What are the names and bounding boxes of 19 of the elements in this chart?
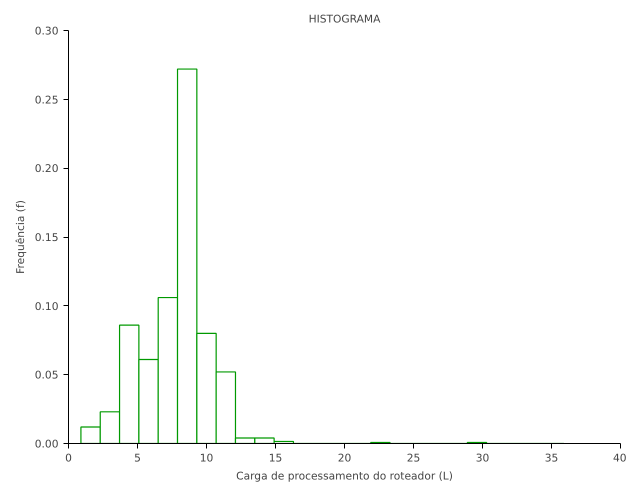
y-tick-label: 0.00 (34, 438, 59, 450)
y-tick-label: 0.15 (34, 231, 59, 244)
y-tick-label: 0.25 (34, 93, 59, 106)
y-tick-label: 0.10 (34, 300, 59, 313)
y-tick-label: 0.20 (34, 162, 59, 176)
x-tick-label: 5 (134, 452, 141, 464)
x-tick-label: 30 (476, 452, 490, 464)
x-tick-label: 25 (406, 452, 420, 464)
x-tick-label: 0 (65, 452, 72, 464)
x-tick-label: 40 (612, 452, 626, 464)
x-axis-title: Carga de processamento do roteador (L) (236, 470, 453, 482)
x-tick-label: 10 (200, 452, 214, 464)
x-tick-label: 35 (544, 452, 558, 464)
x-tick-label: 15 (268, 452, 282, 464)
y-tick-label: 0.05 (34, 368, 59, 382)
x-tick-label: 20 (338, 452, 352, 464)
chart-title: HISTOGRAMA (308, 12, 382, 26)
y-tick-label: 0.30 (34, 24, 59, 38)
y-axis-title: Frequência (f) (14, 200, 27, 274)
